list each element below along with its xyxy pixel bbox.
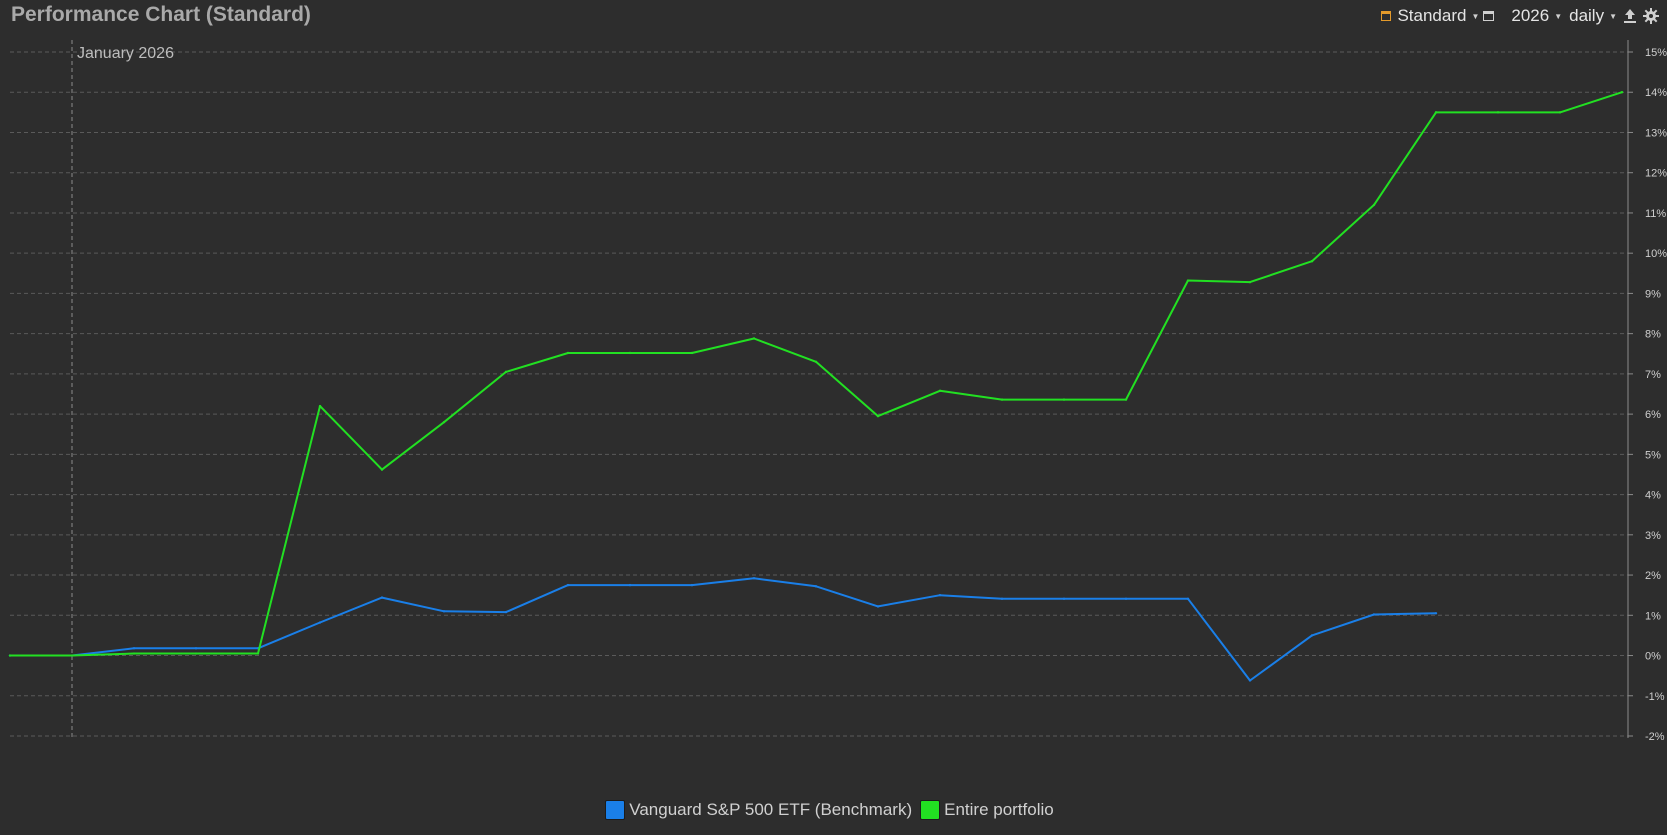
legend-item-benchmark[interactable]: Vanguard S&P 500 ETF (Benchmark) <box>605 800 912 820</box>
data-point-benchmark <box>628 583 632 587</box>
data-point-benchmark <box>876 605 880 608</box>
view-label: Standard <box>1397 6 1467 25</box>
data-point-portfolio <box>1434 111 1438 114</box>
data-point-portfolio <box>628 351 632 355</box>
legend-label-portfolio: Entire portfolio <box>944 800 1054 819</box>
data-point-benchmark <box>194 647 198 650</box>
performance-chart[interactable]: -2% -1% 0% 1% 2% 3% 4% 5% 6% 7% 8% 9% 10% 11% 12% 13% 14… <box>0 34 1667 794</box>
period-label: 2026 <box>1511 6 1550 25</box>
data-point-benchmark <box>1310 634 1314 637</box>
data-point-portfolio <box>1372 203 1376 207</box>
data-point-benchmark <box>1434 612 1438 615</box>
data-point-portfolio <box>1124 398 1128 401</box>
data-point-benchmark <box>1186 597 1190 600</box>
y-tick-label: 12% <box>1645 168 1667 180</box>
data-point-portfolio <box>1186 279 1190 282</box>
chart-header: Performance Chart (Standard) Standard ▼ … <box>0 0 1667 34</box>
y-tick-label: 13% <box>1645 127 1667 139</box>
data-point-portfolio <box>132 652 136 655</box>
y-tick-label: 2% <box>1645 570 1661 582</box>
data-point-benchmark <box>318 621 322 624</box>
data-point-benchmark <box>504 610 508 614</box>
y-tick-label: 1% <box>1645 610 1661 622</box>
legend-label-benchmark: Vanguard S&P 500 ETF (Benchmark) <box>629 800 913 819</box>
data-point-portfolio <box>1620 91 1624 94</box>
legend-item-portfolio[interactable]: Entire portfolio <box>920 800 1054 820</box>
y-tick-label: 7% <box>1645 369 1661 381</box>
series-line-benchmark <box>10 577 1437 682</box>
period-selector[interactable]: 2026 ▼ <box>1511 6 1562 26</box>
data-point-portfolio <box>70 654 74 657</box>
data-point-portfolio <box>814 360 818 364</box>
y-tick-label: -2% <box>1645 731 1665 743</box>
data-point-benchmark <box>1372 613 1376 616</box>
window-icon[interactable] <box>1483 11 1495 21</box>
data-point-benchmark <box>752 577 756 580</box>
y-tick-label: 6% <box>1645 409 1661 421</box>
y-tick-label: -1% <box>1645 691 1665 703</box>
data-point-portfolio <box>1062 398 1066 401</box>
y-tick-label: 10% <box>1645 248 1667 260</box>
data-point-benchmark <box>442 610 446 613</box>
data-point-benchmark <box>1248 679 1252 682</box>
data-point-benchmark <box>938 593 942 597</box>
chart-legend: Vanguard S&P 500 ETF (Benchmark) Entire … <box>0 800 1667 820</box>
chevron-down-icon: ▼ <box>1554 11 1563 21</box>
data-point-portfolio <box>1558 111 1562 114</box>
month-marker-label: January 2026 <box>77 45 174 62</box>
data-point-portfolio <box>194 652 198 655</box>
data-point-portfolio <box>752 337 756 340</box>
chevron-down-icon: ▼ <box>1609 11 1617 21</box>
gear-icon[interactable] <box>1643 8 1659 24</box>
chevron-down-icon: ▼ <box>1471 11 1480 21</box>
data-point-portfolio <box>1496 111 1500 114</box>
data-point-portfolio <box>256 652 260 655</box>
y-tick-label: 4% <box>1645 490 1661 502</box>
chart-toolbar: Standard ▼ 2026 ▼ daily ▼ <box>1374 6 1659 26</box>
y-tick-label: 3% <box>1645 530 1661 542</box>
export-icon[interactable] <box>1623 8 1637 24</box>
interval-selector[interactable]: daily ▼ <box>1569 6 1617 26</box>
y-tick-label: 9% <box>1645 288 1661 300</box>
legend-swatch-benchmark <box>605 800 626 820</box>
data-point-portfolio <box>380 468 384 471</box>
data-point-portfolio <box>8 654 12 657</box>
data-point-portfolio <box>876 414 880 418</box>
y-tick-label: 15% <box>1645 47 1667 59</box>
data-point-benchmark <box>690 583 694 587</box>
data-point-benchmark <box>1062 597 1066 600</box>
data-point-portfolio <box>504 370 508 374</box>
y-tick-label: 8% <box>1645 329 1661 341</box>
data-point-benchmark <box>132 647 136 650</box>
data-point-portfolio <box>938 389 942 392</box>
data-point-portfolio <box>442 420 446 424</box>
data-point-benchmark <box>814 585 818 588</box>
page-title: Performance Chart (Standard) <box>11 3 311 26</box>
y-tick-label: 14% <box>1645 87 1667 99</box>
data-point-portfolio <box>1000 398 1004 401</box>
data-point-benchmark <box>380 596 384 599</box>
chart-config-icon <box>1381 11 1392 21</box>
data-point-portfolio <box>690 351 694 355</box>
data-point-portfolio <box>566 351 570 355</box>
data-point-portfolio <box>318 404 322 408</box>
y-tick-label: 0% <box>1645 651 1661 663</box>
view-selector[interactable]: Standard ▼ <box>1381 6 1479 26</box>
data-point-benchmark <box>566 583 570 587</box>
data-point-benchmark <box>1000 597 1004 600</box>
data-point-portfolio <box>1310 260 1314 263</box>
y-tick-label: 11% <box>1645 208 1666 220</box>
data-point-portfolio <box>1248 280 1252 284</box>
data-point-benchmark <box>1124 597 1128 600</box>
interval-label: daily <box>1569 6 1605 25</box>
legend-swatch-portfolio <box>920 800 941 820</box>
y-tick-label: 5% <box>1645 449 1661 461</box>
